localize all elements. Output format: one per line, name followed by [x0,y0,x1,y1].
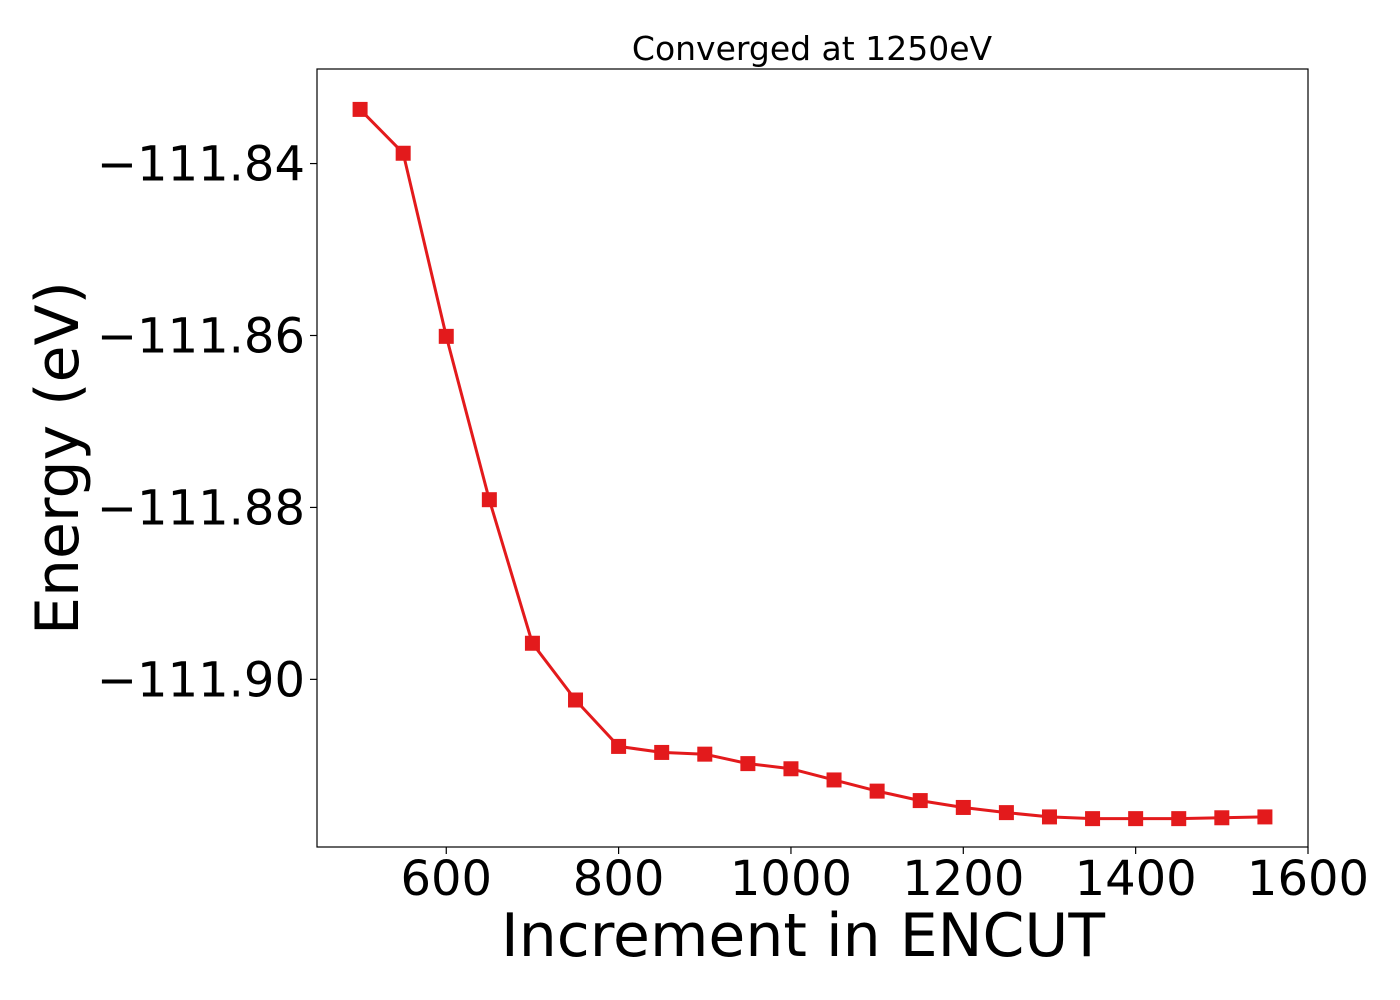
data-point [481,492,497,508]
y-tick-label: −111.88 [97,480,305,536]
data-point [352,101,368,117]
x-tick-label: 800 [573,851,665,907]
series-group [352,101,1273,827]
data-point [783,761,799,777]
data-point [1214,810,1230,826]
x-tick-label: 1000 [730,851,852,907]
y-tick-label: −111.84 [97,137,305,193]
data-point [826,772,842,788]
data-point [611,738,627,754]
data-point [912,793,928,809]
data-point [998,805,1014,821]
data-point [524,635,540,651]
data-point [438,328,454,344]
data-point [568,692,584,708]
chart-title: Converged at 1250eV [632,29,993,68]
x-axis: 600 800 1000 1200 1400 1600 [400,847,1369,907]
data-point [955,799,971,815]
data-point [740,756,756,772]
x-tick-label: 1200 [902,851,1024,907]
y-axis: −111.84 −111.86 −111.88 −111.90 [97,137,317,708]
series-line [359,108,1265,821]
data-point [654,744,670,760]
plot-frame [316,68,1309,848]
data-point [1171,811,1187,827]
x-tick-label: 600 [400,851,492,907]
y-axis-label: Energy (eV) [23,281,93,635]
data-point [697,746,713,762]
x-tick-label: 1400 [1075,851,1197,907]
data-point [1041,809,1057,825]
data-point [869,783,885,799]
x-axis-label: Increment in ENCUT [501,901,1105,971]
x-tick-label: 1600 [1247,851,1369,907]
y-tick-label: −111.90 [97,652,305,708]
y-tick-label: −111.86 [97,308,305,364]
data-point [1257,809,1273,825]
data-point [395,145,411,161]
data-point [1085,811,1101,827]
data-point [1128,811,1144,827]
